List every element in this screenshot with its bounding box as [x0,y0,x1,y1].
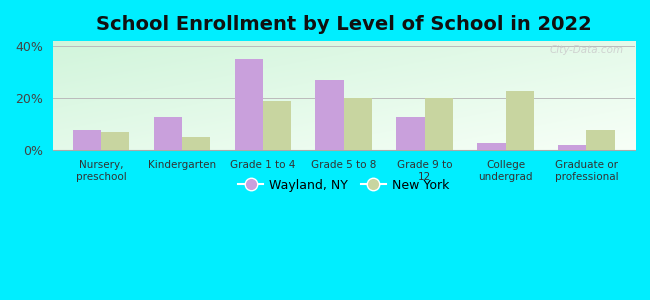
Bar [396,117,424,150]
Bar [344,98,372,150]
Bar [235,59,263,150]
Bar [424,98,453,150]
Bar [558,145,586,150]
Bar [477,142,506,150]
Bar [263,101,291,150]
Title: School Enrollment by Level of School in 2022: School Enrollment by Level of School in … [96,15,592,34]
Bar [586,130,615,150]
Bar [182,137,211,150]
Text: City-Data.com: City-Data.com [549,46,623,56]
Bar [315,80,344,150]
Bar [153,117,182,150]
Bar [506,91,534,150]
Bar [101,132,129,150]
Bar [73,130,101,150]
Legend: Wayland, NY, New York: Wayland, NY, New York [233,174,454,196]
